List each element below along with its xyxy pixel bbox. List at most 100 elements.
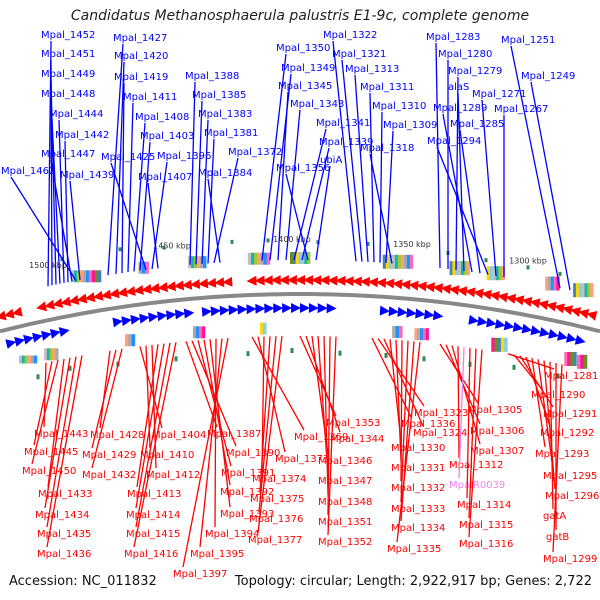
feature-block-lower <box>461 261 465 276</box>
reverse-gene-leader <box>468 349 483 538</box>
feature-block-upper <box>583 354 588 369</box>
reverse-gene-leader <box>552 364 563 553</box>
forward-gene-leader <box>189 81 196 265</box>
reverse-gene-leader <box>91 349 117 449</box>
forward-gene-label: Mpal_1385 <box>192 90 246 101</box>
reverse-gene-label: Mpal_1331 <box>391 463 445 474</box>
feature-block-lower <box>548 276 552 291</box>
forward-gene-leader <box>435 42 441 269</box>
reverse-gene-arrow <box>36 301 47 312</box>
feature-block-lower <box>581 283 585 298</box>
reverse-gene-arrow <box>432 283 444 294</box>
forward-gene-label: Mpal_1271 <box>472 89 526 100</box>
feature-block-upper <box>195 326 200 339</box>
feature-block-upper <box>44 348 48 361</box>
reverse-gene-leader <box>197 340 232 467</box>
forward-gene-label: Mpal_1280 <box>438 49 492 60</box>
forward-gene-label: Mpal_1339 <box>319 137 373 148</box>
feature-block-lower <box>257 252 261 265</box>
reverse-gene-arrow <box>537 300 549 310</box>
reverse-gene-arrow <box>497 292 508 303</box>
feature-block-upper <box>422 328 427 341</box>
forward-gene-arrow <box>326 303 337 314</box>
feature-block-upper <box>24 355 29 364</box>
forward-gene-arrow <box>273 303 284 314</box>
reverse-gene-label: Mpal_1334 <box>391 523 445 534</box>
forward-gene-label: Mpal_1251 <box>501 35 555 46</box>
forward-gene-leader <box>107 43 124 276</box>
feature-block-lower <box>254 252 258 265</box>
forward-gene-arrow <box>486 317 497 328</box>
forward-gene-label: Mpal_1442 <box>55 130 109 141</box>
reverse-gene-label: Mpal_1314 <box>457 500 511 511</box>
feature-block-lower <box>578 283 583 298</box>
reverse-gene-arrow <box>0 310 7 321</box>
feature-block-lower <box>590 283 594 298</box>
feature-tick-lower <box>512 364 516 370</box>
reverse-gene-arrow <box>84 292 96 303</box>
forward-gene-label: Mpal_1350 <box>276 43 330 54</box>
feature-tick-lower <box>68 365 72 371</box>
feature-block-lower <box>498 266 502 281</box>
feature-block-lower <box>85 270 90 283</box>
forward-gene-label: Mpal_1411 <box>123 92 177 103</box>
feature-block-lower <box>489 266 493 281</box>
reverse-gene-label: Mpal_1432 <box>82 470 136 481</box>
feature-tick-upper <box>484 258 488 263</box>
reverse-gene-arrow <box>327 275 338 286</box>
reverse-gene-label: Mpal_1332 <box>391 483 445 494</box>
reverse-gene-arrow <box>189 279 201 289</box>
forward-gene-leader <box>50 159 73 282</box>
forward-gene-label: Mpal_1285 <box>450 119 504 130</box>
reverse-gene-arrow <box>60 296 72 307</box>
reverse-gene-arrow <box>303 275 314 286</box>
reverse-gene-arrow <box>311 275 322 286</box>
forward-gene-arrow <box>299 303 310 313</box>
reverse-gene-label: Mpal_1344 <box>330 434 384 445</box>
feature-block-lower <box>397 254 402 269</box>
forward-gene-arrow <box>512 322 524 332</box>
reverse-gene-arrow <box>586 311 598 321</box>
reverse-gene-label: Mpal_1306 <box>470 426 524 437</box>
forward-gene-arrow <box>157 311 168 322</box>
feature-tick-upper <box>230 239 234 244</box>
forward-gene-label: Mpal_1341 <box>316 118 370 129</box>
forward-gene-label: Mpal_1349 <box>281 63 335 74</box>
forward-gene-leader <box>459 129 481 274</box>
reverse-gene-label: Mpal_1391 <box>221 468 275 479</box>
feature-tick-lower <box>556 373 560 379</box>
forward-gene-arrow <box>49 329 61 339</box>
feature-tick-lower <box>36 374 40 380</box>
reverse-gene-arrow <box>481 289 492 300</box>
forward-gene-label: Mpal_1279 <box>448 66 502 77</box>
feature-block-upper <box>417 328 421 341</box>
feature-block-upper <box>504 337 508 352</box>
forward-gene-arrow <box>228 305 239 316</box>
reverse-gene-leader <box>151 344 157 469</box>
forward-gene-leader <box>133 122 146 272</box>
reverse-gene-label: MpalR0039 <box>449 480 505 491</box>
feature-block-lower <box>88 270 93 283</box>
feature-block-lower <box>409 254 414 269</box>
reverse-gene-leader <box>136 344 159 488</box>
feature-tick-upper <box>162 245 166 250</box>
map-title: Candidatus Methanosphaerula palustris E1… <box>70 8 530 24</box>
reverse-gene-leader <box>383 338 424 427</box>
forward-gene-label: Mpal_1343 <box>290 99 344 110</box>
reverse-gene-label: Mpal_1295 <box>543 471 597 482</box>
forward-gene-label: Mpal_1425 <box>101 152 155 163</box>
forward-gene-label: Mpal_1383 <box>198 109 252 120</box>
forward-gene-label: Mpal_1283 <box>426 32 480 43</box>
forward-gene-arrow <box>5 339 17 349</box>
feature-tick-lower <box>338 350 342 356</box>
forward-gene-label: Mpal_1388 <box>185 71 239 82</box>
feature-block-lower <box>94 270 99 283</box>
feature-block-lower <box>91 270 96 283</box>
reverse-gene-arrow <box>319 275 330 286</box>
reverse-gene-arrow <box>448 285 460 296</box>
feature-block-lower <box>247 252 252 265</box>
reverse-gene-arrow <box>424 282 435 293</box>
scale-label: 1300 kbp <box>509 256 547 265</box>
reverse-gene-label: Mpal_1416 <box>124 549 178 560</box>
